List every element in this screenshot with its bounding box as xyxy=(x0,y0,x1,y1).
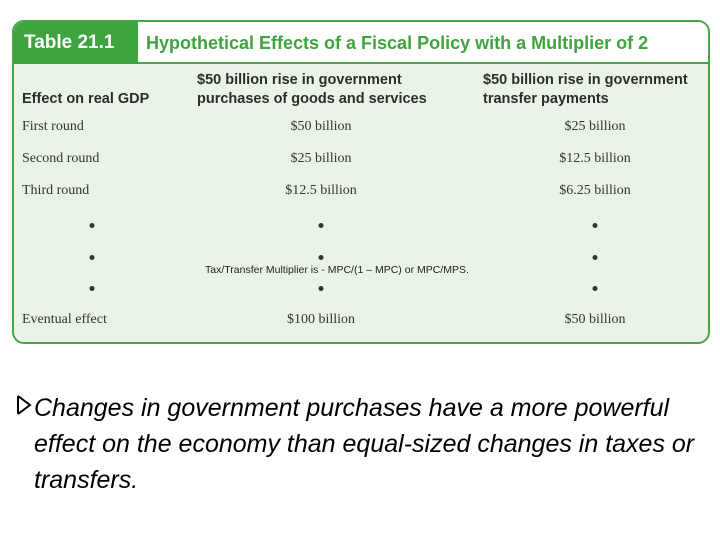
table-number: Table 21.1 xyxy=(14,22,138,64)
ellipsis-dot xyxy=(89,223,95,228)
bullet-text: Changes in government purchases have a m… xyxy=(34,394,695,494)
row-label: First round xyxy=(22,119,84,134)
ellipsis-dot xyxy=(89,286,95,291)
ellipsis-dot xyxy=(318,255,324,260)
header-purchases-line1: $50 billion rise in government xyxy=(197,72,402,88)
row-purchases-value: $25 billion xyxy=(290,151,352,166)
row-transfers-value: $6.25 billion xyxy=(559,183,631,198)
ellipsis-dot xyxy=(318,286,324,291)
row-label: Second round xyxy=(22,151,100,166)
header-purchases: $50 billion rise in government purchases… xyxy=(197,71,427,109)
row-label: Third round xyxy=(22,183,90,198)
multiplier-note: Tax/Transfer Multiplier is - MPC/(1 – MP… xyxy=(205,264,469,276)
row-transfers-value: $12.5 billion xyxy=(559,151,631,166)
header-transfers-line1: $50 billion rise in government xyxy=(483,72,688,88)
arrow-bullet-icon xyxy=(17,395,32,415)
header-effect: Effect on real GDP xyxy=(22,91,150,107)
eventual-label: Eventual effect xyxy=(22,312,107,327)
ellipsis-dot xyxy=(592,255,598,260)
ellipsis-dot xyxy=(592,223,598,228)
ellipsis-dot xyxy=(592,286,598,291)
fiscal-policy-table: Table 21.1 Hypothetical Effects of a Fis… xyxy=(12,20,710,344)
ellipsis-dot xyxy=(89,255,95,260)
row-purchases-value: $12.5 billion xyxy=(285,183,357,198)
header-transfers: $50 billion rise in government transfer … xyxy=(483,71,688,109)
header-purchases-line2: purchases of goods and services xyxy=(197,91,427,107)
bullet-point: Changes in government purchases have a m… xyxy=(16,390,706,498)
row-purchases-value: $50 billion xyxy=(290,119,352,134)
row-transfers-value: $25 billion xyxy=(564,119,626,134)
table-header: Table 21.1 Hypothetical Effects of a Fis… xyxy=(14,22,708,64)
eventual-transfers-value: $50 billion xyxy=(564,312,626,327)
table-title: Hypothetical Effects of a Fiscal Policy … xyxy=(146,33,649,53)
header-transfers-line2: transfer payments xyxy=(483,91,609,107)
ellipsis-dot xyxy=(318,223,324,228)
eventual-purchases-value: $100 billion xyxy=(286,312,356,327)
